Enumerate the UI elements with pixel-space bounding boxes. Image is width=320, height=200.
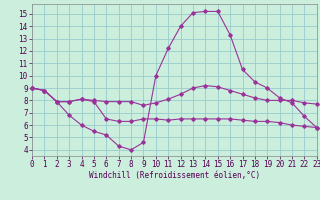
X-axis label: Windchill (Refroidissement éolien,°C): Windchill (Refroidissement éolien,°C) (89, 171, 260, 180)
